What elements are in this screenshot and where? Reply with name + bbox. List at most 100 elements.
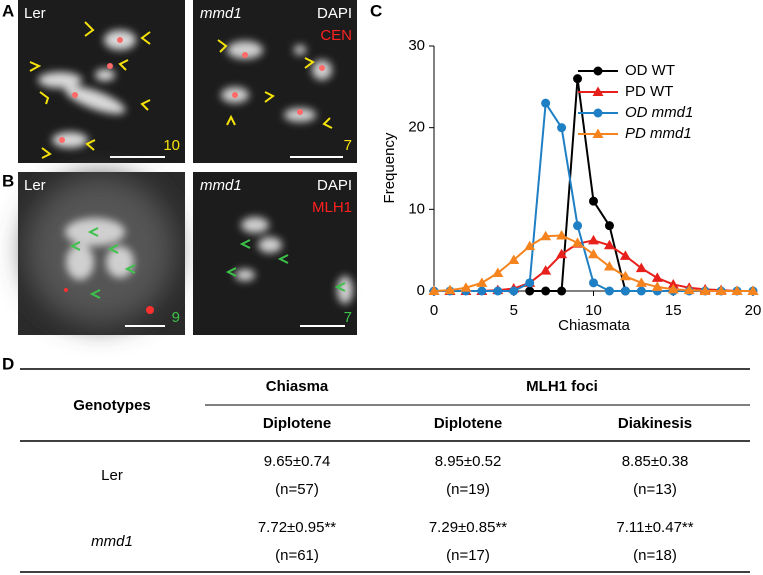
legend-label: PD mmd1 bbox=[625, 125, 692, 142]
marker bbox=[588, 234, 599, 245]
marker bbox=[620, 286, 630, 296]
panel-label: D bbox=[2, 354, 14, 373]
marker bbox=[635, 262, 647, 273]
marker bbox=[667, 283, 679, 294]
marker bbox=[556, 229, 568, 240]
y-tick-label: 10 bbox=[408, 200, 425, 217]
micrograph: Ler 10 bbox=[18, 0, 185, 163]
x-tick-label: 10 bbox=[585, 302, 602, 319]
y-tick-label: 20 bbox=[408, 119, 425, 136]
stain-label: DAPI bbox=[317, 177, 352, 194]
marker bbox=[525, 286, 535, 296]
table-header: Chiasma bbox=[266, 378, 329, 395]
table-cell: (n=17) bbox=[446, 547, 490, 564]
marker bbox=[540, 265, 552, 275]
marker bbox=[603, 261, 615, 271]
table-cell: (n=19) bbox=[446, 481, 490, 498]
marker bbox=[604, 221, 614, 231]
table-cell: 7.72±0.95** bbox=[258, 519, 336, 536]
marker bbox=[592, 128, 604, 138]
legend-label: OD WT bbox=[625, 62, 675, 79]
legend-label: PD WT bbox=[625, 83, 673, 100]
marker bbox=[619, 250, 631, 260]
marker bbox=[589, 278, 598, 288]
marker bbox=[476, 277, 488, 287]
table-header: MLH1 foci bbox=[526, 378, 598, 395]
image-label: Ler bbox=[24, 177, 46, 194]
table-cell: 7.29±0.85** bbox=[429, 519, 507, 536]
table-header: Diakinesis bbox=[618, 415, 692, 432]
marker bbox=[477, 286, 487, 296]
count-label: 7 bbox=[344, 137, 352, 154]
marker bbox=[635, 277, 647, 287]
table-header: Diplotene bbox=[263, 415, 331, 432]
marker bbox=[428, 285, 440, 295]
count-label: 9 bbox=[172, 309, 180, 326]
count-label: 7 bbox=[344, 309, 352, 326]
marker bbox=[699, 285, 711, 295]
marker bbox=[492, 267, 504, 278]
x-tick-label: 15 bbox=[665, 302, 682, 319]
micrograph: mmd1 DAPI CEN 7 bbox=[193, 0, 357, 163]
marker bbox=[651, 281, 663, 291]
marker bbox=[603, 239, 615, 250]
table-cell: (n=61) bbox=[275, 547, 319, 564]
marker bbox=[619, 270, 631, 281]
y-tick-label: 0 bbox=[417, 282, 425, 299]
table-cell: (n=57) bbox=[275, 481, 319, 498]
marker bbox=[541, 286, 551, 296]
table-header: Genotypes bbox=[73, 397, 151, 414]
table-cell: 7.11±0.47** bbox=[616, 519, 693, 536]
table-cell: (n=13) bbox=[633, 481, 677, 498]
x-axis-label: Chiasmata bbox=[558, 317, 630, 334]
marker bbox=[508, 254, 520, 264]
marker bbox=[573, 74, 583, 84]
panel-label: C bbox=[370, 1, 382, 20]
x-tick-label: 0 bbox=[430, 302, 438, 319]
marker bbox=[604, 286, 614, 296]
marker bbox=[593, 66, 603, 76]
micrograph: Ler 9 bbox=[18, 172, 185, 335]
table-cell: 9.65±0.74 bbox=[264, 453, 331, 470]
marker bbox=[731, 285, 743, 295]
table: Genotypes Chiasma MLH1 foci Diplotene Di… bbox=[20, 368, 750, 573]
marker bbox=[556, 248, 568, 259]
marker bbox=[683, 284, 695, 295]
stain-label: CEN bbox=[320, 27, 352, 44]
marker bbox=[557, 123, 567, 133]
stain-label: MLH1 bbox=[312, 199, 352, 216]
marker bbox=[493, 286, 503, 296]
count-label: 10 bbox=[163, 137, 180, 154]
marker bbox=[715, 285, 727, 295]
marker bbox=[541, 98, 551, 108]
x-tick-label: 20 bbox=[745, 302, 762, 319]
image-label: mmd1 bbox=[200, 5, 242, 22]
table-cell: 8.85±0.38 bbox=[622, 453, 689, 470]
marker bbox=[557, 286, 567, 296]
row-label: Ler bbox=[101, 467, 123, 484]
marker bbox=[636, 286, 646, 296]
marker bbox=[525, 278, 535, 288]
y-tick-label: 30 bbox=[408, 37, 425, 54]
stain-label: DAPI bbox=[317, 5, 352, 22]
marker bbox=[444, 284, 456, 295]
marker bbox=[651, 272, 663, 282]
x-tick-label: 5 bbox=[510, 302, 518, 319]
image-label: mmd1 bbox=[200, 177, 242, 194]
marker bbox=[592, 86, 604, 96]
marker bbox=[593, 108, 603, 118]
table-header: Diplotene bbox=[434, 415, 502, 432]
panel-label: A bbox=[2, 1, 14, 20]
legend-label: OD mmd1 bbox=[625, 104, 693, 121]
table-cell: 8.95±0.52 bbox=[435, 453, 502, 470]
marker bbox=[509, 286, 519, 296]
chart: Frequency Chiasmata 0 10 20 30 0 5 10 15 20 OD WT… bbox=[381, 37, 761, 334]
micrograph: mmd1 DAPI MLH1 7 bbox=[193, 172, 357, 335]
marker bbox=[588, 248, 599, 259]
panel-label: B bbox=[2, 171, 14, 190]
y-axis-label: Frequency bbox=[381, 132, 398, 203]
marker bbox=[540, 230, 552, 241]
marker bbox=[460, 282, 472, 292]
table-cell: (n=18) bbox=[633, 547, 677, 564]
